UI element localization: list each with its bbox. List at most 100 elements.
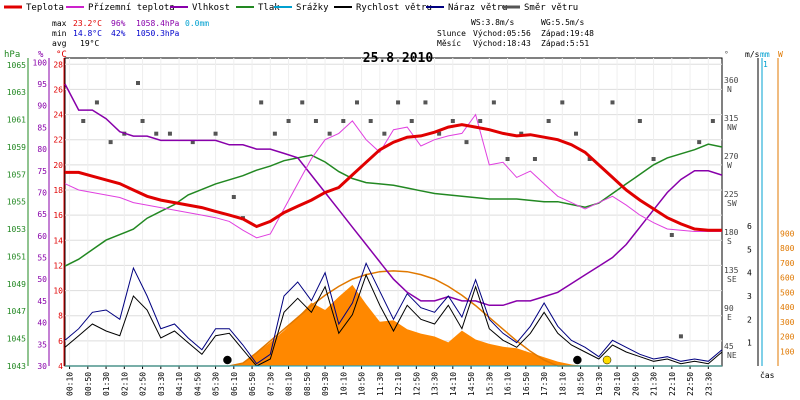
legend-item-pressure: Tlak (236, 3, 280, 13)
direction-tick-dir: SW (727, 199, 737, 208)
legend-item-gust: Náraz větru (426, 3, 508, 13)
direction-tick-deg: 270 (724, 152, 739, 161)
direction-point (167, 131, 172, 136)
direction-point (341, 119, 346, 123)
direction-point (140, 119, 145, 123)
direction-tick-deg: 180 (724, 228, 739, 237)
wind-line (64, 273, 723, 367)
x-tick-label: 16:10 (504, 372, 513, 396)
x-tick-label: 04:10 (175, 372, 184, 396)
solar-tick-label: 100 (780, 347, 795, 356)
x-tick-label: 18:10 (558, 372, 567, 396)
direction-point (637, 119, 642, 123)
pressure-tick-label: 1047 (7, 307, 26, 316)
direction-point (108, 140, 113, 145)
x-tick-label: 10:10 (339, 372, 348, 396)
pressure-tick-label: 1043 (7, 362, 26, 371)
wind-tick-label: 4 (747, 269, 752, 278)
rain-tick-label: 1 (763, 60, 768, 69)
temperature-tick-label: 10 (53, 287, 63, 296)
solar-axis-unit: W (778, 50, 783, 59)
direction-point (300, 100, 305, 105)
direction-point (560, 100, 565, 105)
temperature-tick-label: 8 (58, 312, 63, 321)
direction-tick-dir: NW (727, 123, 737, 132)
gust-line (64, 261, 723, 365)
humidity-tick-label: 30 (37, 362, 47, 371)
humidity-tick-label: 100 (33, 58, 48, 67)
humidity-tick-label: 45 (37, 297, 47, 306)
pressure-tick-label: 1063 (7, 88, 26, 97)
temperature-line (65, 123, 722, 232)
legend-item-humidity: Vlhkost (170, 3, 230, 13)
x-tick-label: 15:30 (485, 372, 494, 396)
humidity-tick-label: 55 (37, 254, 47, 263)
direction-point (491, 100, 496, 105)
direction-point (81, 119, 86, 123)
stats-max-hum: 96% (111, 19, 126, 28)
legend-item-direction: Směr větru (502, 3, 578, 13)
direction-tick-deg: 315 (724, 114, 739, 123)
direction-point (327, 131, 332, 136)
humidity-tick-label: 75 (37, 167, 47, 176)
direction-axis-unit: ° (724, 50, 729, 59)
x-tick-label: 12:50 (412, 372, 421, 396)
stats-block: max 23.2°C 96% 1058.4hPa 0.0mm min 14.8°… (52, 19, 209, 48)
direction-point (272, 131, 277, 136)
stats-min-label: min (52, 29, 67, 38)
x-tick-label: 23:30 (704, 372, 713, 396)
wind-tick-label: 2 (747, 315, 752, 324)
direction-point (409, 119, 414, 123)
x-tick-label: 18:50 (577, 372, 586, 396)
humidity-tick-label: 50 (37, 275, 47, 284)
stats-min-hum: 42% (111, 29, 126, 38)
x-tick-label: 13:30 (431, 372, 440, 396)
temperature-tick-label: 18 (53, 186, 63, 195)
temperature-tick-label: 14 (53, 236, 63, 245)
wind-tick-label: 1 (747, 339, 752, 348)
wind-gust-avg: WG:5.5m/s (541, 18, 585, 27)
temperature-tick-label: 6 (58, 337, 63, 346)
legend-label: Teplota (26, 3, 64, 13)
ground-temp-line (64, 113, 722, 239)
wind-tick-label: 3 (747, 292, 752, 301)
x-axis-label: čas (760, 370, 775, 380)
pressure-tick-label: 1051 (7, 252, 26, 261)
sunset-marker (602, 355, 612, 365)
legend-label: Náraz větru (448, 3, 508, 13)
temperature-tick-label: 4 (58, 362, 63, 371)
legend-item-temp: Teplota (4, 3, 64, 13)
direction-point (313, 119, 318, 123)
moonrise-time: Východ:18:43 (473, 39, 531, 48)
pressure-tick-label: 1045 (7, 335, 26, 344)
x-tick-label: 06:50 (248, 372, 257, 396)
legend-label: Tlak (258, 3, 280, 13)
direction-point (450, 119, 455, 123)
x-tick-label: 03:30 (157, 372, 166, 396)
direction-point (651, 157, 656, 161)
temperature-tick-label: 28 (53, 60, 63, 69)
pressure-tick-label: 1053 (7, 225, 26, 234)
direction-tick-deg: 225 (724, 190, 739, 199)
x-tick-label: 19:30 (595, 372, 604, 396)
direction-point (368, 119, 373, 123)
direction-point (574, 131, 578, 136)
direction-tick-deg: 360 (724, 76, 739, 85)
humidity-line (64, 83, 723, 307)
x-tick-label: 02:10 (120, 372, 129, 396)
humidity-tick-label: 85 (37, 123, 47, 132)
direction-point (519, 131, 524, 136)
sunrise-time: Východ:05:56 (473, 29, 531, 38)
x-tick-label: 06:10 (230, 372, 239, 396)
direction-point (587, 157, 592, 161)
x-tick-label: 11:30 (376, 372, 385, 396)
temperature-tick-label: 16 (53, 211, 63, 220)
direction-point (259, 100, 264, 105)
direction-tick-dir: NE (727, 351, 737, 360)
direction-point (464, 140, 469, 145)
solar-tick-label: 900 (780, 229, 795, 238)
temperature-axis-unit: °C (56, 50, 67, 60)
direction-tick-dir: E (727, 313, 732, 322)
direction-tick-dir: S (727, 237, 732, 246)
stats-min-temp: 14.8°C (73, 29, 102, 38)
